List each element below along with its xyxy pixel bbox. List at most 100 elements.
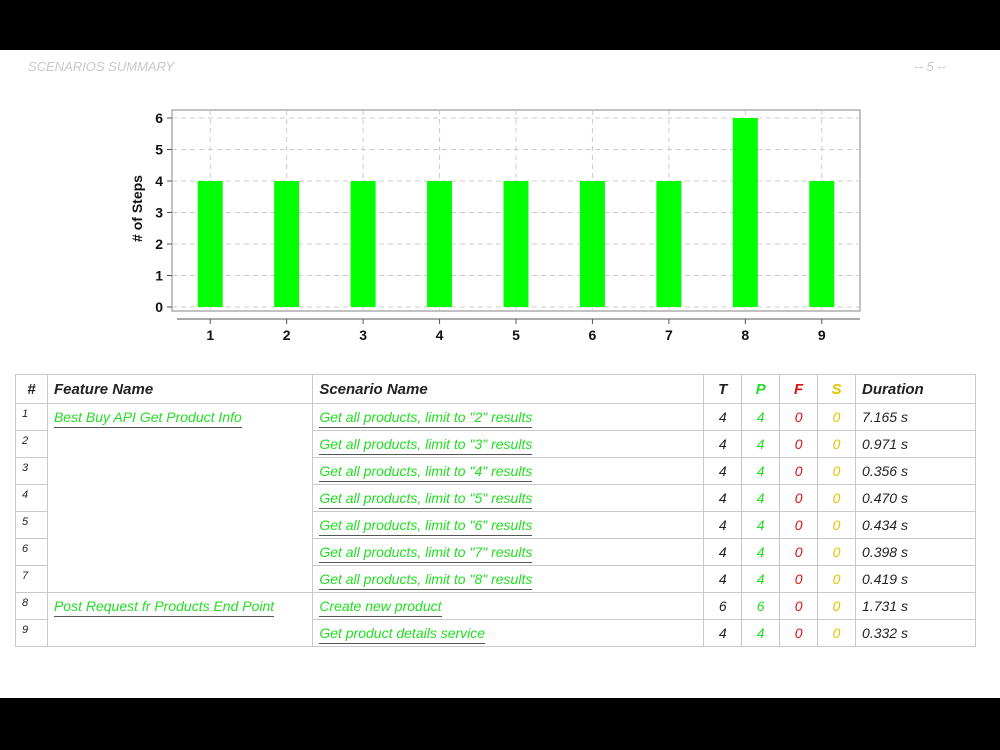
- skipped-cell: 0: [817, 430, 857, 458]
- total-cell: 4: [703, 484, 743, 512]
- total-cell: 4: [703, 430, 743, 458]
- total-cell: 4: [703, 457, 743, 485]
- col-header-total: T: [703, 374, 743, 404]
- table-row: 7 Get all products, limit to "8" results…: [15, 565, 976, 593]
- row-index: 7: [15, 565, 48, 593]
- scenario-link[interactable]: Create new product: [319, 598, 442, 617]
- passed-cell: 4: [741, 565, 781, 593]
- feature-cell: Best Buy API Get Product Info: [46, 403, 314, 593]
- col-header-index: #: [15, 374, 48, 404]
- duration-cell: 0.434 s: [855, 511, 976, 539]
- failed-cell: 0: [779, 619, 819, 647]
- skipped-cell: 0: [817, 619, 857, 647]
- failed-cell: 0: [779, 457, 819, 485]
- skipped-cell: 0: [817, 565, 857, 593]
- col-header-failed: F: [779, 374, 819, 404]
- total-cell: 6: [703, 592, 743, 620]
- duration-cell: 0.332 s: [855, 619, 976, 647]
- bar: [197, 181, 223, 307]
- failed-cell: 0: [779, 484, 819, 512]
- passed-cell: 4: [741, 538, 781, 566]
- x-tick-label: 9: [818, 327, 826, 343]
- feature-link[interactable]: Post Request fr Products End Point: [53, 598, 275, 617]
- page-number: -- 5 --: [914, 59, 946, 74]
- row-index: 9: [15, 619, 48, 647]
- col-header-passed: P: [741, 374, 781, 404]
- x-tick-label: 4: [436, 327, 444, 343]
- skipped-cell: 0: [817, 538, 857, 566]
- scenario-link[interactable]: Get all products, limit to "3" results: [319, 436, 533, 455]
- failed-cell: 0: [779, 511, 819, 539]
- bar: [503, 181, 529, 307]
- y-tick-label: 5: [155, 142, 163, 158]
- steps-bar-chart: 0 1 2 3 4 5 6 1 2 3 4 5 6 7 8 9 # of Steps: [129, 109, 861, 343]
- duration-cell: 0.398 s: [855, 538, 976, 566]
- scenario-link[interactable]: Get all products, limit to "2" results: [319, 409, 533, 428]
- table-row: 4 Get all products, limit to "5" results…: [15, 484, 976, 512]
- scenario-link[interactable]: Get product details service: [319, 625, 486, 644]
- duration-cell: 7.165 s: [855, 403, 976, 431]
- scenario-link[interactable]: Get all products, limit to "5" results: [319, 490, 533, 509]
- failed-cell: 0: [779, 565, 819, 593]
- failed-cell: 0: [779, 403, 819, 431]
- x-tick-label: 7: [665, 327, 673, 343]
- y-tick-label: 3: [155, 205, 163, 221]
- passed-cell: 4: [741, 511, 781, 539]
- table-row: 3 Get all products, limit to "4" results…: [15, 457, 976, 485]
- scenario-link[interactable]: Get all products, limit to "7" results: [319, 544, 533, 563]
- scenario-cell: Get all products, limit to "8" results: [312, 565, 705, 593]
- passed-cell: 4: [741, 403, 781, 431]
- duration-cell: 0.419 s: [855, 565, 976, 593]
- passed-cell: 4: [741, 484, 781, 512]
- passed-cell: 4: [741, 619, 781, 647]
- y-tick-label: 0: [155, 299, 163, 315]
- y-axis-label: # of Steps: [129, 175, 145, 242]
- passed-cell: 4: [741, 430, 781, 458]
- bar: [656, 181, 682, 307]
- bar: [809, 181, 835, 307]
- row-index: 2: [15, 430, 48, 458]
- scenario-link[interactable]: Get all products, limit to "6" results: [319, 517, 533, 536]
- row-index: 5: [15, 511, 48, 539]
- table-header-row: # Feature Name Scenario Name T P F S Dur…: [15, 374, 976, 404]
- skipped-cell: 0: [817, 457, 857, 485]
- failed-cell: 0: [779, 430, 819, 458]
- col-header-feature: Feature Name: [46, 374, 314, 404]
- x-tick-label: 1: [206, 327, 214, 343]
- duration-cell: 0.470 s: [855, 484, 976, 512]
- row-index: 6: [15, 538, 48, 566]
- duration-cell: 0.971 s: [855, 430, 976, 458]
- table-row: 8 Post Request fr Products End Point Cre…: [15, 592, 976, 647]
- chart-bars: [197, 118, 835, 307]
- bar: [579, 181, 605, 307]
- total-cell: 4: [703, 403, 743, 431]
- row-index: 8: [15, 592, 48, 620]
- scenario-cell: Get all products, limit to "7" results: [312, 538, 705, 566]
- table-row: 6 Get all products, limit to "7" results…: [15, 538, 976, 566]
- y-tick-label: 2: [155, 236, 163, 252]
- scenario-cell: Get all products, limit to "5" results: [312, 484, 705, 512]
- page-title: SCENARIOS SUMMARY: [28, 59, 175, 74]
- scenario-link[interactable]: Get all products, limit to "8" results: [319, 571, 533, 590]
- scenario-cell: Get all products, limit to "6" results: [312, 511, 705, 539]
- scenario-cell: Get all products, limit to "2" results: [312, 403, 705, 431]
- total-cell: 4: [703, 619, 743, 647]
- feature-link[interactable]: Best Buy API Get Product Info: [53, 409, 242, 428]
- scenario-cell: Get all products, limit to "4" results: [312, 457, 705, 485]
- y-tick-label: 4: [155, 173, 163, 189]
- failed-cell: 0: [779, 592, 819, 620]
- total-cell: 4: [703, 511, 743, 539]
- failed-cell: 0: [779, 538, 819, 566]
- passed-cell: 6: [741, 592, 781, 620]
- bar: [732, 118, 758, 307]
- skipped-cell: 0: [817, 511, 857, 539]
- x-tick-label: 3: [359, 327, 367, 343]
- bar: [427, 181, 453, 307]
- table-row: 5 Get all products, limit to "6" results…: [15, 511, 976, 539]
- scenario-link[interactable]: Get all products, limit to "4" results: [319, 463, 533, 482]
- skipped-cell: 0: [817, 592, 857, 620]
- row-index: 4: [15, 484, 48, 512]
- x-tick-label: 5: [512, 327, 520, 343]
- col-header-scenario: Scenario Name: [312, 374, 705, 404]
